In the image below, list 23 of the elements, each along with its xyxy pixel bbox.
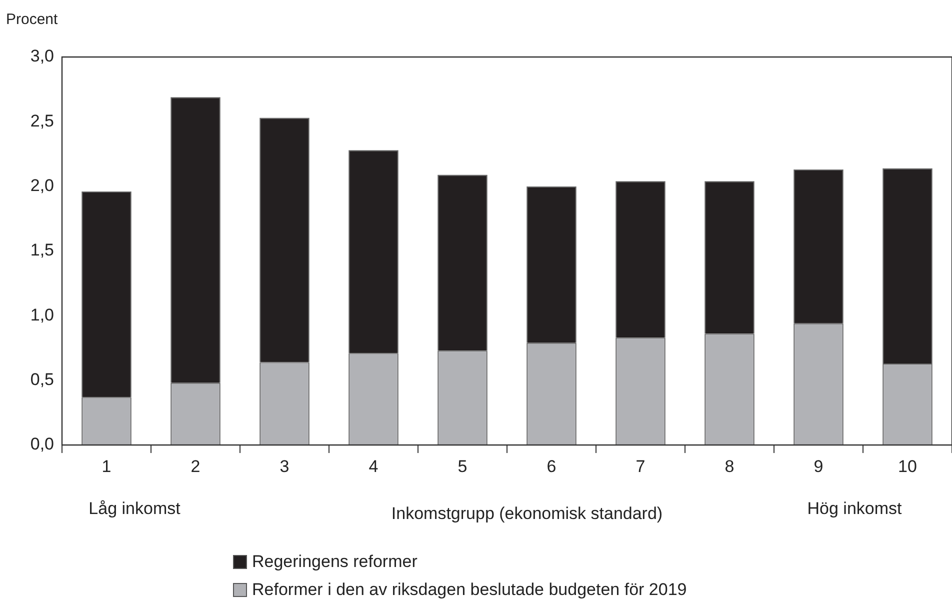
x-tick-label: 6 (546, 456, 556, 476)
x-tick-label: 8 (724, 456, 734, 476)
text: Låg inkomst (88, 499, 181, 518)
x-tick-label: 3 (280, 456, 290, 476)
y-tick-label: 0,0 (30, 434, 54, 454)
x-axis-title: Inkomstgrupp (ekonomisk standard) (391, 504, 663, 523)
legend-label: Reformer i den av riksdagen beslutade budgeten för 2019 (252, 580, 687, 600)
y-tick-label: 2,0 (30, 176, 54, 196)
x-tick-label: 2 (190, 456, 200, 476)
y-tick-label: 0,5 (30, 370, 54, 390)
x-tick-label: 5 (458, 456, 468, 476)
x-tick-label: 7 (636, 456, 646, 476)
legend-label: Regeringens reformer (252, 552, 418, 572)
y-tick-label: 2,5 (30, 111, 54, 130)
x-tick-label: 4 (368, 456, 378, 476)
y-tick-label: 3,0 (30, 46, 54, 66)
x-tick-label: 10 (898, 456, 917, 476)
x-tick-label: 9 (814, 456, 824, 476)
y-axis-title: Procent (6, 11, 59, 28)
x-tick-label: 1 (102, 456, 112, 476)
y-tick-label: 1,0 (30, 305, 54, 324)
text: Hög inkomst (807, 499, 902, 518)
y-tick-label: 1,5 (30, 240, 54, 260)
